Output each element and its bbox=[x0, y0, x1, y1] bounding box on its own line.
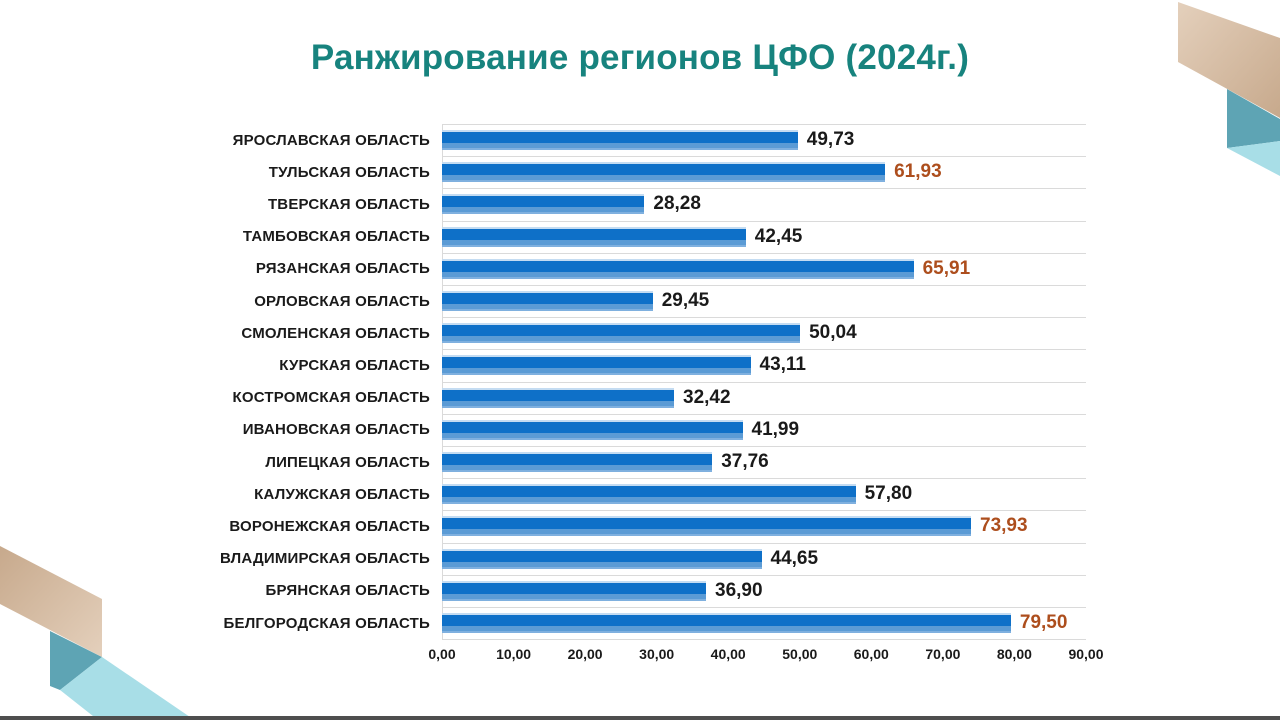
bar bbox=[442, 323, 801, 344]
gridline bbox=[442, 413, 1086, 415]
value-label: 57,80 bbox=[864, 483, 913, 505]
value-label: 41,99 bbox=[751, 418, 800, 440]
value-label: 50,04 bbox=[809, 322, 857, 344]
bar-row: ЛИПЕЦКАЯ ОБЛАСТЬ 37,76 bbox=[0, 446, 1280, 478]
bar bbox=[442, 355, 751, 376]
gridline bbox=[442, 285, 1086, 286]
bar-row: ТАМБОВСКАЯ ОБЛАСТЬ 42,45 bbox=[0, 221, 1280, 253]
category-label: РЯЗАНСКАЯ ОБЛАСТЬ bbox=[255, 260, 430, 278]
category-label: ИВАНОВСКАЯ ОБЛАСТЬ bbox=[242, 421, 430, 439]
gridline bbox=[442, 124, 1086, 125]
y-axis-line bbox=[442, 124, 443, 640]
category-label: ТАМБОВСКАЯ ОБЛАСТЬ bbox=[242, 228, 430, 246]
value-label: 37,76 bbox=[721, 451, 769, 473]
gridline bbox=[442, 317, 1086, 319]
category-label: ОРЛОВСКАЯ ОБЛАСТЬ bbox=[254, 292, 430, 310]
value-label: 32,42 bbox=[683, 386, 731, 408]
x-tick-label: 30,00 bbox=[639, 646, 675, 663]
bar-row: БРЯНСКАЯ ОБЛАСТЬ 36,90 bbox=[0, 575, 1280, 607]
x-tick-label: 80,00 bbox=[996, 646, 1032, 663]
category-label: ВЛАДИМИРСКАЯ ОБЛАСТЬ bbox=[220, 550, 430, 568]
bar bbox=[442, 516, 971, 537]
gridline bbox=[442, 607, 1086, 608]
category-label: КУРСКАЯ ОБЛАСТЬ bbox=[279, 356, 430, 374]
value-label: 49,73 bbox=[806, 129, 855, 151]
category-label: КАЛУЖСКАЯ ОБЛАСТЬ bbox=[254, 485, 430, 503]
category-label: ТВЕРСКАЯ ОБЛАСТЬ bbox=[267, 195, 430, 213]
bar-row: ВЛАДИМИРСКАЯ ОБЛАСТЬ 44,65 bbox=[0, 543, 1280, 575]
value-label: 28,28 bbox=[653, 193, 701, 215]
bar bbox=[442, 194, 645, 215]
slide-bottom-edge-strip bbox=[0, 716, 1280, 720]
gridline bbox=[442, 252, 1086, 254]
bar-row: ТУЛЬСКАЯ ОБЛАСТЬ 61,93 bbox=[0, 156, 1280, 188]
bar bbox=[442, 162, 886, 183]
value-label: 61,93 bbox=[894, 161, 942, 183]
value-label: 79,50 bbox=[1019, 612, 1068, 634]
x-tick-label: 90,00 bbox=[1068, 646, 1104, 663]
category-label: ТУЛЬСКАЯ ОБЛАСТЬ bbox=[268, 163, 430, 181]
bar-row: РЯЗАНСКАЯ ОБЛАСТЬ 65,91 bbox=[0, 253, 1280, 285]
bar-row: СМОЛЕНСКАЯ ОБЛАСТЬ 50,04 bbox=[0, 317, 1280, 349]
category-label: ЛИПЕЦКАЯ ОБЛАСТЬ bbox=[265, 453, 430, 471]
gridline bbox=[442, 510, 1086, 512]
bar-row: КОСТРОМСКАЯ ОБЛАСТЬ 32,42 bbox=[0, 382, 1280, 414]
chart-title: Ранжирование регионов ЦФО (2024г.) bbox=[310, 38, 970, 77]
gridline bbox=[442, 381, 1086, 383]
category-label: СМОЛЕНСКАЯ ОБЛАСТЬ bbox=[241, 324, 430, 342]
bar-row: КАЛУЖСКАЯ ОБЛАСТЬ 57,80 bbox=[0, 478, 1280, 510]
x-tick-label: 50,00 bbox=[782, 646, 818, 663]
gridline bbox=[442, 478, 1086, 480]
category-label: КОСТРОМСКАЯ ОБЛАСТЬ bbox=[232, 389, 430, 407]
x-tick-label: 70,00 bbox=[925, 646, 961, 663]
bar bbox=[442, 484, 856, 505]
value-label: 44,65 bbox=[770, 547, 819, 569]
gridline bbox=[442, 446, 1086, 447]
x-tick-label: 20,00 bbox=[567, 646, 603, 663]
bar-row: ИВАНОВСКАЯ ОБЛАСТЬ 41,99 bbox=[0, 414, 1280, 446]
bar bbox=[442, 226, 746, 247]
value-label: 73,93 bbox=[980, 515, 1028, 537]
bar bbox=[442, 580, 706, 601]
bar-row: ОРЛОВСКАЯ ОБЛАСТЬ 29,45 bbox=[0, 285, 1280, 317]
gridline bbox=[442, 574, 1086, 576]
value-label: 29,45 bbox=[661, 290, 710, 312]
gridline bbox=[442, 542, 1086, 544]
bar bbox=[442, 419, 743, 440]
category-label: ЯРОСЛАВСКАЯ ОБЛАСТЬ bbox=[232, 131, 430, 149]
bar bbox=[442, 452, 713, 473]
x-tick-label: 10,00 bbox=[496, 646, 532, 663]
bar-row: БЕЛГОРОДСКАЯ ОБЛАСТЬ 79,50 bbox=[0, 607, 1280, 639]
gridline bbox=[442, 639, 1086, 641]
bar bbox=[442, 548, 762, 569]
value-label: 65,91 bbox=[922, 257, 971, 279]
bar bbox=[442, 258, 914, 279]
x-tick-label: 0,00 bbox=[428, 646, 456, 663]
value-label: 43,11 bbox=[759, 354, 807, 376]
bar bbox=[442, 130, 798, 151]
category-label: БЕЛГОРОДСКАЯ ОБЛАСТЬ bbox=[223, 614, 430, 632]
bar-row: ЯРОСЛАВСКАЯ ОБЛАСТЬ 49,73 bbox=[0, 124, 1280, 156]
bar bbox=[442, 613, 1011, 634]
value-label: 42,45 bbox=[754, 225, 803, 247]
bar bbox=[442, 291, 653, 312]
gridline bbox=[442, 349, 1086, 351]
bar bbox=[442, 387, 674, 408]
gridline bbox=[442, 220, 1086, 222]
x-tick-label: 40,00 bbox=[710, 646, 746, 663]
category-label: БРЯНСКАЯ ОБЛАСТЬ bbox=[265, 582, 430, 600]
slide-title-bar: Ранжирование регионов ЦФО (2024г.) bbox=[0, 36, 1280, 80]
gridline bbox=[442, 188, 1086, 190]
bar-row: ТВЕРСКАЯ ОБЛАСТЬ 28,28 bbox=[0, 188, 1280, 220]
gridline bbox=[442, 156, 1086, 158]
bar-row: КУРСКАЯ ОБЛАСТЬ 43,11 bbox=[0, 349, 1280, 381]
value-label: 36,90 bbox=[715, 579, 763, 601]
bar-row: ВОРОНЕЖСКАЯ ОБЛАСТЬ 73,93 bbox=[0, 510, 1280, 542]
category-label: ВОРОНЕЖСКАЯ ОБЛАСТЬ bbox=[229, 517, 430, 535]
x-tick-label: 60,00 bbox=[853, 646, 889, 663]
